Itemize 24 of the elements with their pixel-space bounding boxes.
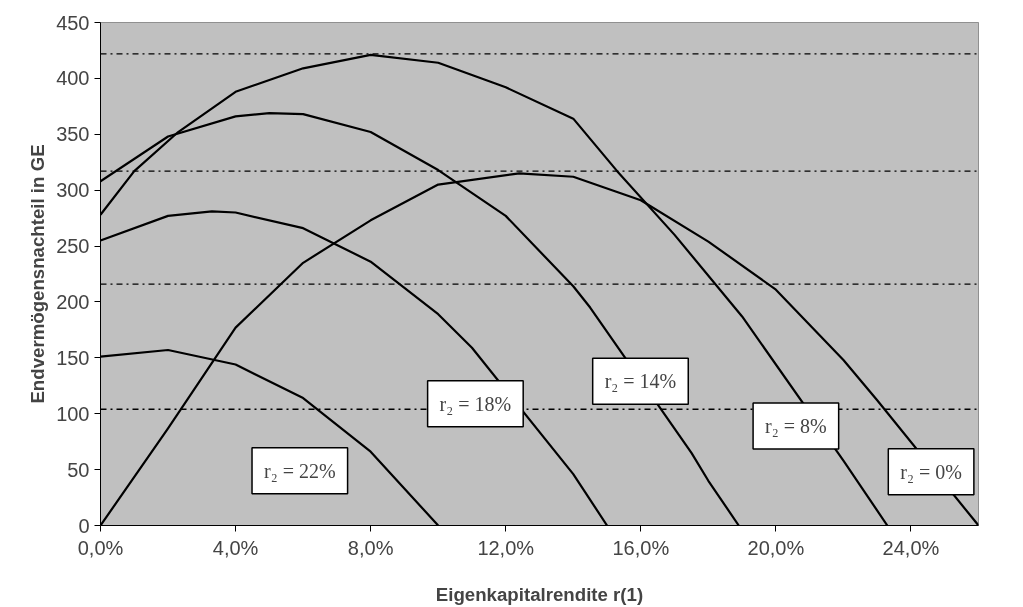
y-tick-label: 300 (56, 179, 90, 202)
y-tick-label: 150 (56, 346, 90, 369)
x-tick-label: 8,0% (347, 536, 394, 559)
y-tick-label: 450 (56, 11, 90, 34)
y-tick-label: 250 (56, 235, 90, 258)
y-tick-label: 200 (56, 290, 90, 313)
y-tick-label: 400 (56, 67, 90, 90)
annotation: r₂ = 8% (765, 414, 827, 437)
annotation: r₂ = 0% (900, 460, 962, 483)
x-tick-label: 24,0% (882, 536, 940, 559)
x-axis-title: Eigenkapitalrendite r(1) (435, 583, 644, 605)
x-tick-label: 16,0% (612, 536, 670, 559)
x-tick-label: 20,0% (747, 536, 805, 559)
y-tick-label: 50 (67, 458, 90, 481)
annotation: r₂ = 14% (604, 370, 677, 393)
y-tick-label: 0 (78, 514, 90, 537)
x-tick-label: 0,0% (77, 536, 124, 559)
annotation: r₂ = 18% (439, 392, 512, 415)
y-tick-label: 350 (56, 123, 90, 146)
x-tick-label: 12,0% (477, 536, 535, 559)
y-tick-label: 100 (56, 402, 90, 425)
annotation: r₂ = 22% (264, 459, 336, 482)
x-tick-label: 4,0% (212, 536, 259, 559)
y-axis-title: Endvermögensnachteil in GE (27, 144, 49, 404)
